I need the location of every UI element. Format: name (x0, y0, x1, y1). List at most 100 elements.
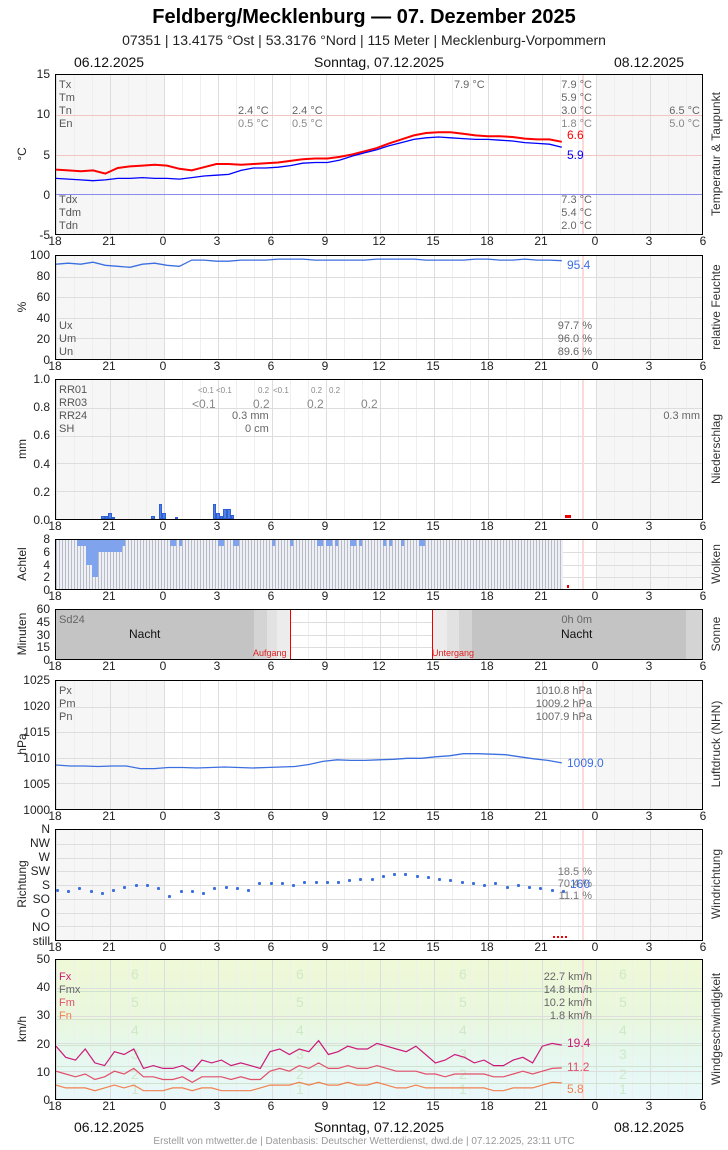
rr01-value: <0.1 (198, 386, 214, 395)
legend-fx: Fx (59, 971, 72, 983)
y-axis-title: hPa (15, 733, 29, 755)
grid-line (560, 256, 561, 359)
x-tick-label: 21 (534, 589, 548, 603)
cloud-bar (152, 540, 155, 589)
x-tick-label: 15 (426, 234, 440, 248)
day-ux: 97.7 % (557, 320, 592, 332)
grid-line (128, 960, 129, 1099)
y-tick-label: SW (30, 864, 50, 878)
cloud-bar (59, 540, 62, 589)
night-shade (596, 256, 702, 359)
y-tick-label: 2 (43, 570, 50, 585)
grid-line (344, 256, 345, 359)
x-tick-label: 12 (372, 359, 386, 373)
rr24-next: 0.3 mm (663, 410, 700, 422)
cloud-bar (179, 540, 182, 589)
cloud-bar (344, 540, 347, 589)
cloud-bar (242, 540, 245, 589)
grid-line (596, 256, 597, 359)
cloud-bar (506, 540, 509, 589)
x-tick-label: 6 (699, 589, 707, 603)
rr01-value: <0.1 (216, 386, 232, 395)
cloud-gap (221, 540, 224, 547)
grid-line (272, 256, 273, 359)
y-axis-title: Minuten (15, 612, 29, 655)
cloud-bar (251, 540, 254, 589)
y-tick-label: 1000 (23, 803, 50, 817)
cloud-gap (80, 540, 83, 547)
beaufort-5: 5 (296, 994, 304, 1010)
x-tick-label: 18 (480, 519, 494, 533)
direction-dot (370, 877, 374, 881)
legend-tn: Tn (59, 105, 72, 117)
x-tick-label: 6 (699, 359, 707, 373)
x-tick-label: 6 (267, 359, 275, 373)
y-tick-label: 1010 (23, 751, 50, 765)
grid-line (218, 256, 219, 359)
grid-line (506, 256, 507, 359)
beaufort-6: 6 (296, 966, 304, 982)
direction-dot (415, 874, 419, 878)
direction-dot (325, 880, 329, 884)
cloud-bar (140, 540, 143, 589)
x-tick-label: 6 (267, 1099, 275, 1113)
cloud-gap (77, 540, 80, 547)
grid-line (578, 256, 579, 359)
station-info: 07351 | 13.4175 °Ost | 53.3176 °Nord | 1… (122, 32, 606, 48)
cloud-bar (224, 540, 227, 589)
cloud-bar (143, 540, 146, 589)
grid-line (146, 681, 147, 809)
cloud-bar (137, 540, 140, 589)
cloud-gap (170, 540, 173, 547)
x-tick-label: 3 (213, 234, 221, 248)
x-tick-label: 18 (480, 659, 494, 673)
cloud-bar (404, 540, 407, 589)
cloud-bar (425, 540, 428, 589)
cloud-bar (164, 540, 167, 589)
grid-line (326, 960, 327, 1099)
grid-line (56, 885, 702, 886)
legend-tdm: Tdm (59, 207, 81, 219)
cloud-bar (422, 540, 425, 589)
cloud-gap (218, 540, 221, 547)
cloud-bar (386, 540, 389, 589)
sunset-line (432, 610, 434, 659)
x-tick-label: 3 (213, 589, 221, 603)
x-tick-label: 21 (102, 234, 116, 248)
legend-rr03: RR03 (59, 397, 88, 409)
x-tick-label: 3 (645, 589, 653, 603)
cloud-bar (521, 540, 524, 589)
x-tick-label: 21 (534, 359, 548, 373)
rr01-value: 0.2 (311, 386, 323, 395)
cloud-bar (167, 540, 170, 589)
y-axis-title: mm (15, 438, 29, 459)
x-tick-label: 6 (267, 519, 275, 533)
cloud-bar (110, 540, 113, 589)
beaufort-5: 5 (459, 994, 467, 1010)
grid-line (56, 491, 702, 493)
date-right-bottom: 08.12.2025 (614, 1119, 685, 1135)
grid-line (506, 960, 507, 1099)
cloud-bar (326, 540, 329, 589)
grid-line (272, 681, 273, 809)
y-tick-label: 1020 (23, 699, 50, 713)
grid-line (362, 960, 363, 1099)
cloud-bar (470, 540, 473, 589)
direction-dot (202, 891, 206, 895)
direction-dot (528, 885, 532, 889)
y-tick-label: 0 (43, 583, 50, 597)
series-taupunkt (56, 136, 562, 182)
cloud-bar (149, 540, 152, 589)
grid-line (200, 681, 201, 809)
cloud-bar (482, 540, 485, 589)
grid-line (506, 681, 507, 809)
cloud-bar (413, 540, 416, 589)
grid-line (110, 380, 111, 519)
cloud-bar (317, 540, 320, 589)
cloud-bar (338, 540, 341, 589)
grid-line (668, 256, 669, 359)
grid-line (380, 681, 381, 809)
cloud-bar (524, 540, 527, 589)
direction-dot (449, 879, 453, 883)
direction-dot (258, 882, 262, 886)
